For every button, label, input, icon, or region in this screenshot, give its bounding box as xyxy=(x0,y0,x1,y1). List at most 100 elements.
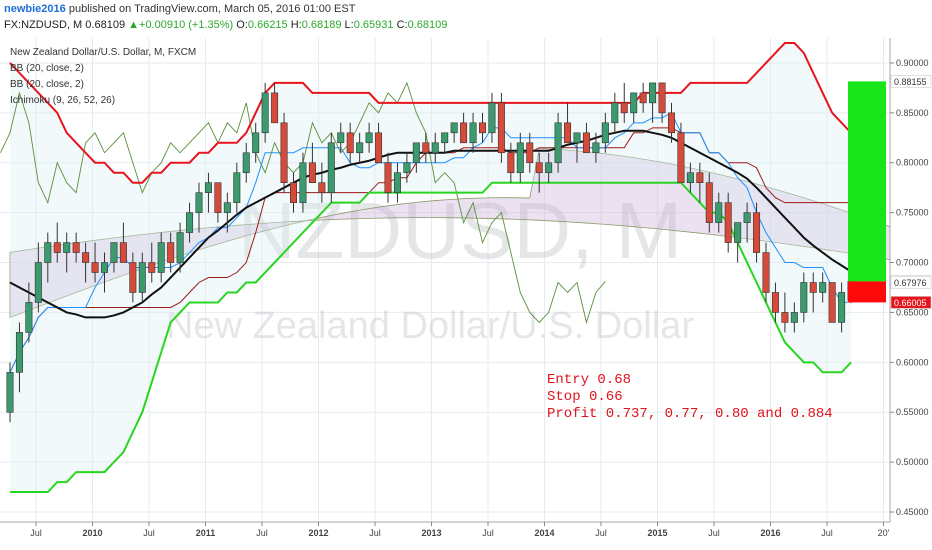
candle-body-58 xyxy=(554,122,562,164)
candle-body-37 xyxy=(356,142,364,154)
candle-body-22 xyxy=(214,182,222,213)
bb-upper-line xyxy=(9,41,852,184)
candle-body-1 xyxy=(15,332,23,373)
candle-body-26 xyxy=(252,132,260,154)
time-tick-label-12: Jul xyxy=(708,528,720,538)
open-value: 0.66215 xyxy=(247,19,288,31)
close-value: 0.68109 xyxy=(407,19,448,31)
candle-body-53 xyxy=(507,152,515,174)
candle-body-72 xyxy=(686,172,694,184)
price-tick-label-6: 0.60000 xyxy=(896,357,929,367)
time-tick-label-10: Jul xyxy=(595,528,607,538)
price-tag-text-2: 0.67976 xyxy=(894,278,927,288)
high-value: 0.68189 xyxy=(301,19,342,31)
candle-body-74 xyxy=(705,182,713,223)
legend: New Zealand Dollar/U.S. Dollar, M, FXCM … xyxy=(10,47,196,106)
time-tick-label-14: Jul xyxy=(821,528,833,538)
candle-body-16 xyxy=(157,242,165,273)
symbol-label[interactable]: FX:NZDUSD, M xyxy=(4,19,83,31)
profit-zone xyxy=(848,81,886,282)
candle-body-54 xyxy=(516,142,524,174)
candle-body-0 xyxy=(6,372,14,413)
high-label: H: xyxy=(290,19,302,31)
price-tick-label-5: 0.65000 xyxy=(896,307,929,317)
candle-body-36 xyxy=(346,132,354,154)
candle-body-15 xyxy=(148,262,156,273)
candle-body-27 xyxy=(261,92,269,134)
price-tag-box-0 xyxy=(890,75,932,88)
plot-background xyxy=(0,38,890,522)
candle-body-70 xyxy=(667,112,675,134)
candle-body-25 xyxy=(242,152,250,174)
published-text: published on TradingView.com, March 05, … xyxy=(68,3,356,15)
author-link[interactable]: newbie2016 xyxy=(4,3,66,15)
quote-line: FX:NZDUSD, M 0.68109 ▲+0.00910 (+1.35%) … xyxy=(4,19,447,31)
candle-body-49 xyxy=(469,122,477,144)
candle-body-82 xyxy=(781,312,789,323)
time-tick-label-8: Jul xyxy=(482,528,494,538)
candle-body-34 xyxy=(327,142,335,193)
time-tick-label-11: 2015 xyxy=(647,528,667,538)
candle-body-39 xyxy=(375,132,383,164)
candle-body-63 xyxy=(601,122,609,144)
candle-body-8 xyxy=(82,252,90,263)
candle-body-55 xyxy=(526,142,534,164)
close-label: C: xyxy=(396,19,408,31)
candle-body-61 xyxy=(582,132,590,154)
price-tag-text-0: 0.88155 xyxy=(894,77,927,87)
candle-body-44 xyxy=(422,142,430,154)
candle-body-65 xyxy=(620,102,628,114)
candle-body-50 xyxy=(478,122,486,134)
candle-body-23 xyxy=(223,202,231,213)
price-axis[interactable]: 0.90000 0.85000 0.80000 0.75000 0.70000 0.650… xyxy=(890,58,929,517)
candle-body-38 xyxy=(365,132,373,144)
candle-body-43 xyxy=(412,142,420,164)
candle-body-83 xyxy=(790,312,798,323)
price-tick-label-9: 0.45000 xyxy=(896,507,929,517)
candle-body-42 xyxy=(403,162,411,174)
annotation-entry: Entry 0.68 xyxy=(547,372,631,388)
candle-body-33 xyxy=(318,182,326,193)
time-tick-label-9: 2014 xyxy=(534,528,554,538)
time-tick-label-13: 2016 xyxy=(760,528,780,538)
legend-bb-2: BB (20, close, 2) xyxy=(10,79,84,90)
last-price: 0.68109 xyxy=(85,19,126,31)
risk-reward-box[interactable] xyxy=(848,81,886,303)
candle-body-17 xyxy=(167,242,175,263)
candle-body-57 xyxy=(545,162,553,174)
watermark-name: New Zealand Dollar/U.S. Dollar xyxy=(166,305,694,347)
candle-body-76 xyxy=(724,202,732,243)
price-tick-label-2: 0.80000 xyxy=(896,158,929,168)
candle-body-60 xyxy=(573,132,581,144)
candle-body-14 xyxy=(138,262,146,293)
price-tick-label-4: 0.70000 xyxy=(896,258,929,268)
indicator-lines xyxy=(0,41,852,494)
annotation-profit: Profit 0.737, 0.77, 0.80 and 0.884 xyxy=(547,406,833,422)
legend-bb-1: BB (20, close, 2) xyxy=(10,63,84,74)
time-tick-label-3: 2011 xyxy=(196,528,216,538)
candle-body-41 xyxy=(393,172,401,193)
time-tick-label-15: 20' xyxy=(878,528,890,538)
chart-area[interactable]: NZDUSD, M New Zealand Dollar/U.S. Dollar… xyxy=(0,38,932,550)
candle-body-28 xyxy=(271,92,279,124)
candle-body-12 xyxy=(119,242,127,263)
time-tick-label-5: 2012 xyxy=(308,528,328,538)
candle-body-6 xyxy=(63,242,71,253)
candle-body-88 xyxy=(838,292,846,323)
candle-body-48 xyxy=(460,122,468,144)
legend-title: New Zealand Dollar/U.S. Dollar, M, FXCM xyxy=(10,47,196,58)
candle-body-35 xyxy=(337,132,345,144)
candle-body-13 xyxy=(129,262,137,293)
legend-ichimoku: Ichimoku (9, 26, 52, 26) xyxy=(10,95,115,106)
candle-body-31 xyxy=(299,162,307,203)
time-axis[interactable]: Jul 2010 Jul 2011 Jul 2012 Jul 2013 Jul 2014 Jul 20… xyxy=(30,522,890,538)
candle-body-81 xyxy=(771,292,779,313)
candle-body-21 xyxy=(204,182,212,193)
candle-body-59 xyxy=(564,122,572,144)
price-tick-label-8: 0.50000 xyxy=(896,457,929,467)
candle-body-75 xyxy=(715,202,723,223)
candle-body-67 xyxy=(639,92,647,104)
low-value: 0.65931 xyxy=(353,19,394,31)
bb-basis-line xyxy=(9,129,852,319)
